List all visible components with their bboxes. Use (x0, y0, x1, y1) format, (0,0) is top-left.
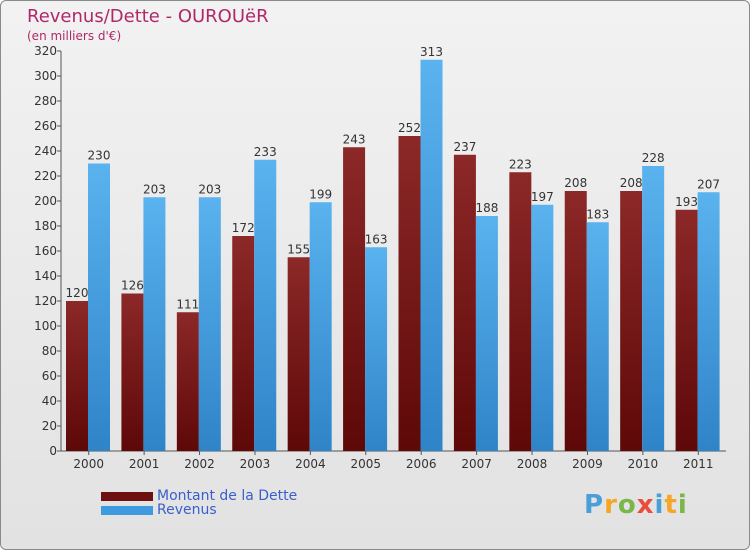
bar-dette (232, 236, 255, 451)
x-tick-label: 2006 (406, 457, 437, 471)
bar-dette (564, 191, 587, 451)
data-label-revenus: 313 (420, 45, 443, 59)
y-tick-label: 120 (34, 294, 57, 308)
bar-dette (620, 191, 643, 451)
bar-revenus (586, 222, 609, 451)
x-tick-label: 2003 (240, 457, 271, 471)
y-tick-label: 300 (34, 69, 57, 83)
legend-swatch-revenus (101, 505, 153, 515)
x-tick-label: 2009 (572, 457, 603, 471)
bar-dette (121, 293, 144, 451)
bar-dette (398, 136, 421, 451)
bar-dette (509, 172, 532, 451)
legend-item-dette: Montant de la Dette (101, 488, 297, 504)
legend-label-revenus: Revenus (157, 502, 217, 518)
x-tick-label: 2011 (683, 457, 714, 471)
bar-revenus (531, 204, 554, 451)
y-tick-label: 0 (49, 444, 57, 458)
y-tick-label: 160 (34, 244, 57, 258)
bars-group (66, 59, 720, 451)
data-label-revenus: 207 (697, 177, 720, 191)
data-label-revenus: 203 (143, 182, 166, 196)
data-label-dette: 208 (620, 176, 643, 190)
data-label-dette: 223 (509, 157, 532, 171)
data-label-dette: 120 (66, 286, 89, 300)
x-tick-label: 2004 (295, 457, 326, 471)
data-label-revenus: 203 (198, 182, 221, 196)
axes-group: 0 20 40 60 80 100 120 140 160 180 200 220 240 260 280 3… (34, 44, 726, 471)
x-tick-label: 2000 (73, 457, 104, 471)
bar-revenus (198, 197, 221, 451)
y-tick-label: 320 (34, 44, 57, 58)
y-tick-label: 220 (34, 169, 57, 183)
data-label-dette: 208 (564, 176, 587, 190)
bar-dette (176, 312, 199, 451)
data-label-revenus: 199 (309, 187, 332, 201)
x-tick-label: 2001 (129, 457, 160, 471)
x-tick-label: 2002 (184, 457, 215, 471)
data-label-dette: 193 (675, 195, 698, 209)
bar-revenus (420, 59, 443, 451)
y-tick-label: 240 (34, 144, 57, 158)
data-label-revenus: 183 (586, 207, 609, 221)
proxiti-logo: Proxiti (584, 490, 688, 520)
bar-revenus (88, 163, 110, 451)
y-tick-label: 100 (34, 319, 57, 333)
bar-revenus (309, 202, 332, 451)
y-tick-label: 200 (34, 194, 57, 208)
data-label-revenus: 230 (88, 149, 111, 163)
data-label-dette: 126 (121, 279, 144, 293)
bar-revenus (254, 159, 277, 451)
bar-dette (675, 209, 698, 451)
bar-revenus (365, 247, 388, 451)
data-label-revenus: 233 (254, 145, 277, 159)
bar-revenus (475, 216, 498, 451)
legend-item-revenus: Revenus (101, 502, 217, 518)
y-tick-label: 260 (34, 119, 57, 133)
y-tick-label: 280 (34, 94, 57, 108)
bar-dette (66, 301, 88, 451)
bar-revenus (143, 197, 166, 451)
data-label-dette: 252 (398, 121, 421, 135)
y-tick-label: 40 (42, 394, 57, 408)
y-tick-label: 180 (34, 219, 57, 233)
data-label-revenus: 228 (642, 151, 665, 165)
bar-dette (343, 147, 366, 451)
chart-subtitle: (en milliers d'€) (27, 29, 122, 43)
legend-swatch-dette (101, 491, 153, 501)
x-tick-label: 2005 (351, 457, 382, 471)
data-label-dette: 155 (287, 242, 310, 256)
data-label-revenus: 197 (531, 190, 554, 204)
bar-revenus (697, 192, 720, 451)
data-label-dette: 172 (232, 221, 255, 235)
bar-revenus (642, 166, 665, 451)
x-tick-label: 2008 (517, 457, 548, 471)
data-label-revenus: 163 (365, 232, 388, 246)
data-label-dette: 237 (453, 140, 476, 154)
data-label-revenus: 188 (475, 201, 498, 215)
x-tick-label: 2007 (461, 457, 492, 471)
bar-dette (287, 257, 310, 451)
bar-dette (453, 154, 476, 451)
data-label-dette: 111 (176, 297, 199, 311)
y-tick-label: 140 (34, 269, 57, 283)
chart-title: Revenus/Dette - OUROUëR (27, 6, 269, 27)
data-label-dette: 243 (343, 132, 366, 146)
y-tick-label: 20 (42, 419, 57, 433)
y-tick-label: 60 (42, 369, 57, 383)
y-tick-label: 80 (42, 344, 57, 358)
legend-label-dette: Montant de la Dette (157, 488, 298, 504)
data-labels-group: 120 230 126 203 111 203 172 233 155 199 243 163 252 3… (66, 45, 720, 312)
x-tick-label: 2010 (628, 457, 659, 471)
